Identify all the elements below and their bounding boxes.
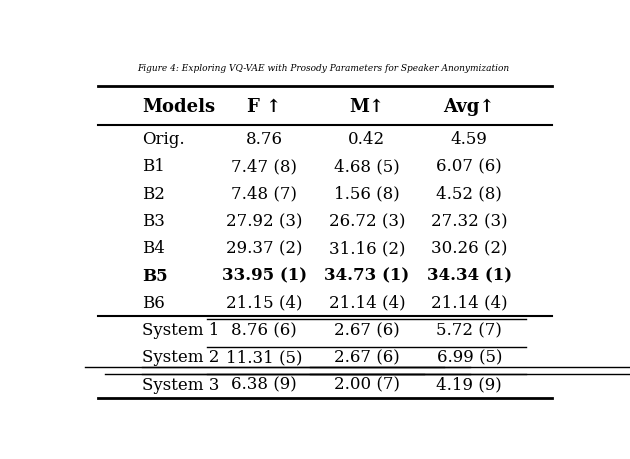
Text: 27.32 (3): 27.32 (3)	[431, 213, 508, 230]
Text: 8.76 (6): 8.76 (6)	[231, 321, 297, 338]
Text: System 2: System 2	[142, 348, 220, 365]
Text: F ↑: F ↑	[247, 97, 282, 115]
Text: 4.59: 4.59	[451, 131, 488, 148]
Text: System 3: System 3	[142, 376, 220, 393]
Text: 11.31 (5): 11.31 (5)	[226, 348, 302, 365]
Text: 21.15 (4): 21.15 (4)	[226, 294, 302, 311]
Text: M↑: M↑	[349, 97, 384, 115]
Text: 0.42: 0.42	[348, 131, 386, 148]
Text: 2.67 (6): 2.67 (6)	[334, 321, 399, 338]
Text: 34.34 (1): 34.34 (1)	[427, 267, 512, 284]
Text: Figure 4: Exploring VQ-VAE with Prosody Parameters for Speaker Anonymization: Figure 4: Exploring VQ-VAE with Prosody …	[137, 64, 509, 73]
Text: System 1: System 1	[142, 321, 220, 338]
Text: 27.92 (3): 27.92 (3)	[226, 213, 302, 230]
Text: B3: B3	[142, 213, 165, 230]
Text: 2.00 (7): 2.00 (7)	[334, 376, 400, 393]
Text: 26.72 (3): 26.72 (3)	[329, 213, 405, 230]
Text: 4.68 (5): 4.68 (5)	[334, 158, 399, 175]
Text: Orig.: Orig.	[142, 131, 185, 148]
Text: 2.67 (6): 2.67 (6)	[334, 348, 399, 365]
Text: 1.56 (8): 1.56 (8)	[334, 185, 399, 202]
Text: 5.72 (7): 5.72 (7)	[437, 321, 502, 338]
Text: 7.48 (7): 7.48 (7)	[231, 185, 297, 202]
Text: B4: B4	[142, 240, 165, 257]
Text: Models: Models	[142, 97, 215, 115]
Text: 21.14 (4): 21.14 (4)	[431, 294, 508, 311]
Text: 4.19 (9): 4.19 (9)	[437, 376, 502, 393]
Text: 29.37 (2): 29.37 (2)	[226, 240, 302, 257]
Text: 6.38 (9): 6.38 (9)	[231, 376, 297, 393]
Text: 7.47 (8): 7.47 (8)	[231, 158, 297, 175]
Text: 4.52 (8): 4.52 (8)	[437, 185, 502, 202]
Text: 8.76: 8.76	[246, 131, 283, 148]
Text: B2: B2	[142, 185, 165, 202]
Text: 6.99 (5): 6.99 (5)	[437, 348, 502, 365]
Text: B5: B5	[142, 267, 168, 284]
Text: 21.14 (4): 21.14 (4)	[328, 294, 405, 311]
Text: 34.73 (1): 34.73 (1)	[324, 267, 410, 284]
Text: Avg↑: Avg↑	[444, 97, 495, 115]
Text: 31.16 (2): 31.16 (2)	[329, 240, 405, 257]
Text: B1: B1	[142, 158, 165, 175]
Text: 30.26 (2): 30.26 (2)	[431, 240, 508, 257]
Text: 6.07 (6): 6.07 (6)	[437, 158, 502, 175]
Text: B6: B6	[142, 294, 165, 311]
Text: 33.95 (1): 33.95 (1)	[222, 267, 307, 284]
